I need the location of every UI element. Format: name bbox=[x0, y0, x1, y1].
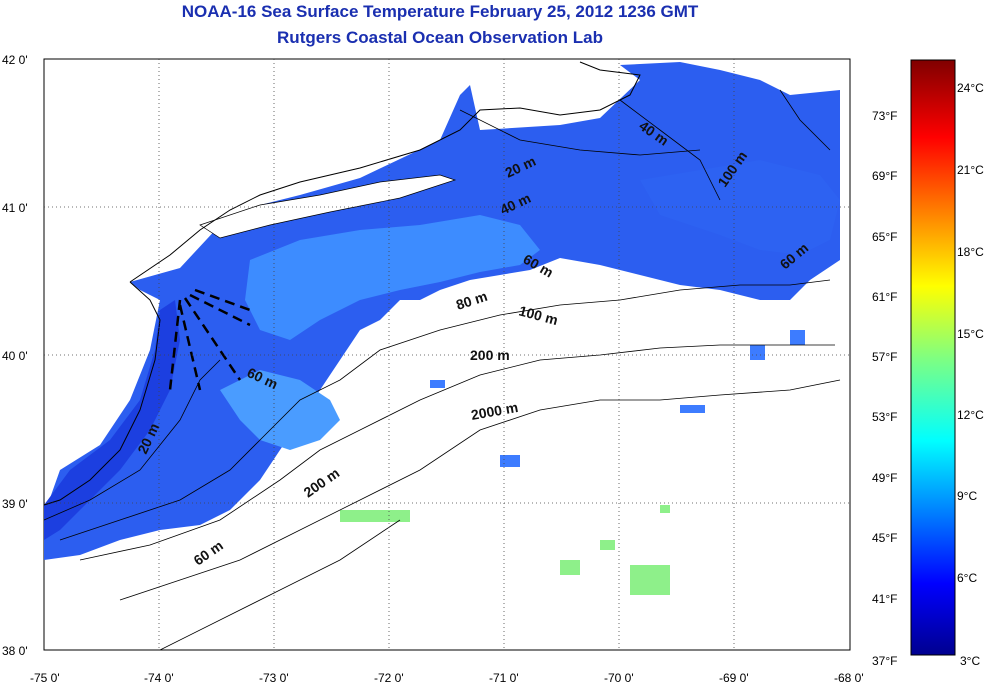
lon-ticks: -75 0' -74 0' -73 0' -72 0' -71 0' -70 0… bbox=[30, 671, 864, 685]
colorbar-f-label: 41°F bbox=[872, 592, 897, 606]
sst-cold-coastal bbox=[44, 300, 180, 540]
colorbar-c-label: 18°C bbox=[957, 245, 984, 259]
coastline bbox=[43, 61, 641, 506]
sst-green-patches bbox=[340, 505, 670, 595]
lon-tick-label: -71 0' bbox=[489, 671, 519, 685]
colorbar-f-label: 69°F bbox=[872, 169, 897, 183]
lon-tick-label: -69 0' bbox=[719, 671, 749, 685]
colorbar-f-label: 45°F bbox=[872, 531, 897, 545]
colorbar-c-label: 9°C bbox=[957, 489, 977, 503]
bathymetry-contours bbox=[43, 89, 841, 651]
lon-tick-label: -72 0' bbox=[374, 671, 404, 685]
colorbar-c-labels: 24°C 21°C 18°C 15°C 12°C 9°C 6°C 3°C bbox=[957, 81, 984, 668]
colorbar-c-label: 6°C bbox=[957, 571, 977, 585]
map-title: NOAA-16 Sea Surface Temperature February… bbox=[181, 2, 699, 21]
colorbar-c-label: 3°C bbox=[960, 654, 980, 668]
long-island-land bbox=[199, 174, 457, 239]
colorbar-c-label: 24°C bbox=[957, 81, 984, 95]
shipping-lanes bbox=[168, 288, 251, 391]
colorbar-f-label: 53°F bbox=[872, 410, 897, 424]
lat-ticks: 42 0' 41 0' 40 0' 39 0' 38 0' bbox=[2, 53, 28, 658]
lat-tick-label: 39 0' bbox=[2, 497, 28, 511]
sst-slope-patch bbox=[220, 370, 340, 450]
contour-label: 200 m bbox=[470, 347, 510, 363]
colorbar bbox=[910, 59, 956, 656]
lat-tick-label: 41 0' bbox=[2, 201, 28, 215]
map-subtitle: Rutgers Coastal Ocean Observation Lab bbox=[277, 28, 603, 47]
lat-tick-label: 40 0' bbox=[2, 349, 28, 363]
lon-tick-label: -70 0' bbox=[604, 671, 634, 685]
sst-shelf-water bbox=[44, 62, 840, 560]
sst-data bbox=[44, 62, 840, 595]
sst-gulf-of-maine bbox=[640, 160, 840, 255]
graticule bbox=[44, 59, 850, 650]
colorbar-f-label: 65°F bbox=[872, 230, 897, 244]
sst-mid-shelf bbox=[245, 215, 540, 340]
lon-tick-label: -74 0' bbox=[144, 671, 174, 685]
colorbar-f-label: 57°F bbox=[872, 350, 897, 364]
colorbar-c-label: 12°C bbox=[957, 408, 984, 422]
colorbar-c-label: 15°C bbox=[957, 327, 984, 341]
colorbar-f-label: 49°F bbox=[872, 471, 897, 485]
colorbar-f-labels: 73°F 69°F 65°F 61°F 57°F 53°F 49°F 45°F … bbox=[872, 109, 897, 668]
colorbar-c-label: 21°C bbox=[957, 163, 984, 177]
colorbar-f-label: 73°F bbox=[872, 109, 897, 123]
lon-tick-label: -73 0' bbox=[259, 671, 289, 685]
colorbar-f-label: 37°F bbox=[872, 654, 897, 668]
lat-tick-label: 42 0' bbox=[2, 53, 28, 67]
lon-tick-label: -75 0' bbox=[30, 671, 60, 685]
lon-tick-label: -68 0' bbox=[834, 671, 864, 685]
lat-tick-label: 38 0' bbox=[2, 644, 28, 658]
sst-blue-specks bbox=[430, 330, 805, 467]
colorbar-f-label: 61°F bbox=[872, 290, 897, 304]
